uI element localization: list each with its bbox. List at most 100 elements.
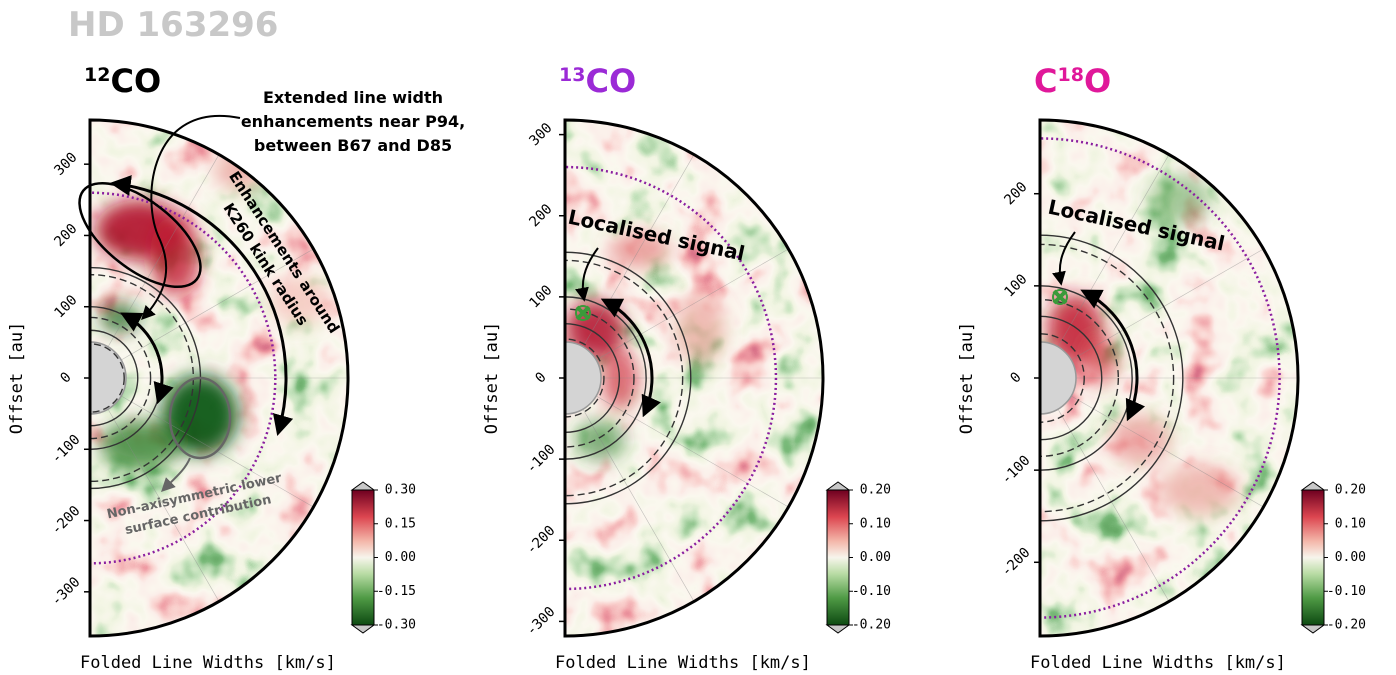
colorbar-label: -0.10 bbox=[852, 584, 891, 599]
colorbar-label: 0.00 bbox=[860, 550, 891, 565]
y-tick-label: -300 bbox=[523, 604, 558, 639]
panel-title: 13CO bbox=[559, 62, 636, 100]
colorbar-label: 0.00 bbox=[1335, 550, 1366, 565]
gap bbox=[1040, 243, 1175, 513]
annotation-ellipse bbox=[168, 376, 232, 460]
map bbox=[565, 120, 823, 636]
feature-blob bbox=[1082, 335, 1118, 385]
map bbox=[90, 120, 348, 636]
y-tick-label: 300 bbox=[51, 150, 80, 179]
inner-mask bbox=[1040, 341, 1077, 415]
y-tick-label: -200 bbox=[523, 523, 558, 558]
panel-title: 12CO bbox=[84, 62, 161, 100]
feature-blob bbox=[1160, 465, 1240, 515]
colorbar-ext bbox=[1300, 624, 1326, 634]
y-tick-label: 0 bbox=[1007, 369, 1024, 386]
feature-blob bbox=[575, 420, 625, 460]
x-axis-label: Folded Line Widths [km/s] bbox=[1030, 653, 1286, 673]
panel: -300 -200 -100 0 100 200 300 Offset [au] Folded … bbox=[7, 62, 465, 673]
feature-blob bbox=[610, 232, 670, 268]
feature-blob bbox=[675, 295, 725, 365]
colorbar-ext bbox=[1300, 481, 1326, 491]
colorbar-label: 0.10 bbox=[1335, 516, 1366, 531]
radial-line bbox=[565, 377, 695, 602]
title-text: O bbox=[1084, 62, 1111, 100]
colorbar-label: 0.10 bbox=[860, 516, 891, 531]
annotation-arc bbox=[120, 312, 174, 405]
annotation-arrow bbox=[1052, 231, 1076, 286]
panel-title: C18O bbox=[1034, 62, 1111, 100]
y-tick-label: -100 bbox=[998, 453, 1033, 488]
y-tick-label: 200 bbox=[1001, 179, 1030, 208]
radial-line bbox=[1040, 377, 1170, 602]
colorbar bbox=[351, 489, 375, 626]
colorbar-label: 0.20 bbox=[860, 483, 891, 498]
radial-line bbox=[1040, 248, 1264, 379]
y-tick-label: 100 bbox=[51, 292, 80, 321]
signal-marker-ring bbox=[1052, 289, 1068, 305]
y-tick-label: 100 bbox=[1001, 271, 1030, 300]
y-tick-label: -100 bbox=[48, 432, 83, 467]
y-axis-label: Offset [au] bbox=[482, 322, 502, 435]
colorbar-label: -0.20 bbox=[1327, 618, 1366, 633]
colorbar-label: -0.30 bbox=[377, 618, 416, 633]
annotation-arrow bbox=[161, 457, 191, 492]
annotation-ellipse bbox=[78, 181, 202, 289]
y-tick-label: 0 bbox=[57, 369, 74, 386]
annotation-line: between B67 and D85 bbox=[254, 136, 452, 155]
colorbar-ext bbox=[825, 481, 851, 491]
x-axis-label: Folded Line Widths [km/s] bbox=[80, 653, 336, 673]
signal-marker-ring bbox=[575, 305, 591, 321]
disk-outline bbox=[563, 118, 825, 638]
colorbar bbox=[1301, 489, 1325, 626]
title-sup: 18 bbox=[1057, 64, 1083, 86]
title-text: CO bbox=[585, 62, 636, 100]
title-sup: 13 bbox=[559, 64, 585, 86]
x-axis-label: Folded Line Widths [km/s] bbox=[555, 653, 811, 673]
radial-line bbox=[1040, 154, 1170, 379]
kink-circle bbox=[565, 165, 778, 591]
figure-title: HD 163296 bbox=[68, 5, 278, 45]
y-tick-label: 100 bbox=[526, 282, 555, 311]
title-text: CO bbox=[110, 62, 161, 100]
colorbar-label: 0.15 bbox=[385, 516, 416, 531]
signal-marker bbox=[1052, 289, 1068, 305]
y-tick-label: -200 bbox=[48, 503, 83, 538]
title-sup: 12 bbox=[84, 64, 110, 86]
colorbar-label: -0.15 bbox=[377, 584, 416, 599]
colorbar-label: -0.10 bbox=[1327, 584, 1366, 599]
signal-marker bbox=[575, 305, 591, 321]
annotation-arc bbox=[600, 298, 661, 418]
colorbar-label: 0.00 bbox=[385, 550, 416, 565]
gap bbox=[565, 259, 684, 497]
annotation-line: Extended line width bbox=[263, 88, 443, 107]
annotation-line: enhancements near P94, bbox=[241, 112, 465, 131]
y-axis-label: Offset [au] bbox=[7, 322, 27, 435]
colorbar-label: -0.20 bbox=[852, 618, 891, 633]
annotation-arc bbox=[1080, 289, 1146, 422]
title-text: C bbox=[1034, 62, 1057, 100]
disk-outline bbox=[1038, 118, 1300, 638]
radial-line bbox=[565, 154, 695, 379]
y-axis-label: Offset [au] bbox=[957, 322, 977, 435]
colorbar-label: 0.30 bbox=[385, 483, 416, 498]
y-tick-label: -100 bbox=[523, 442, 558, 477]
panel: -200 -100 0 100 200 Offset [au] Folded Line Wi… bbox=[957, 62, 1366, 673]
feature-blob bbox=[1110, 415, 1170, 465]
feature-blob bbox=[100, 420, 180, 470]
annotation-arrow bbox=[575, 247, 599, 302]
annotation-arrow bbox=[141, 114, 241, 321]
colorbar bbox=[826, 489, 850, 626]
colorbar-ext bbox=[350, 481, 376, 491]
disk-outline bbox=[88, 118, 350, 638]
y-tick-label: -200 bbox=[998, 545, 1033, 580]
colorbar-label: 0.20 bbox=[1335, 483, 1366, 498]
y-tick-label: 300 bbox=[526, 120, 555, 149]
annotation: Extended line width enhancements near P94… bbox=[241, 88, 465, 155]
annotation-arc bbox=[109, 175, 294, 437]
y-tick-label: 0 bbox=[532, 369, 549, 386]
colorbar-ext bbox=[825, 624, 851, 634]
y-tick-label: 200 bbox=[526, 201, 555, 230]
feature-blob bbox=[1150, 175, 1210, 225]
